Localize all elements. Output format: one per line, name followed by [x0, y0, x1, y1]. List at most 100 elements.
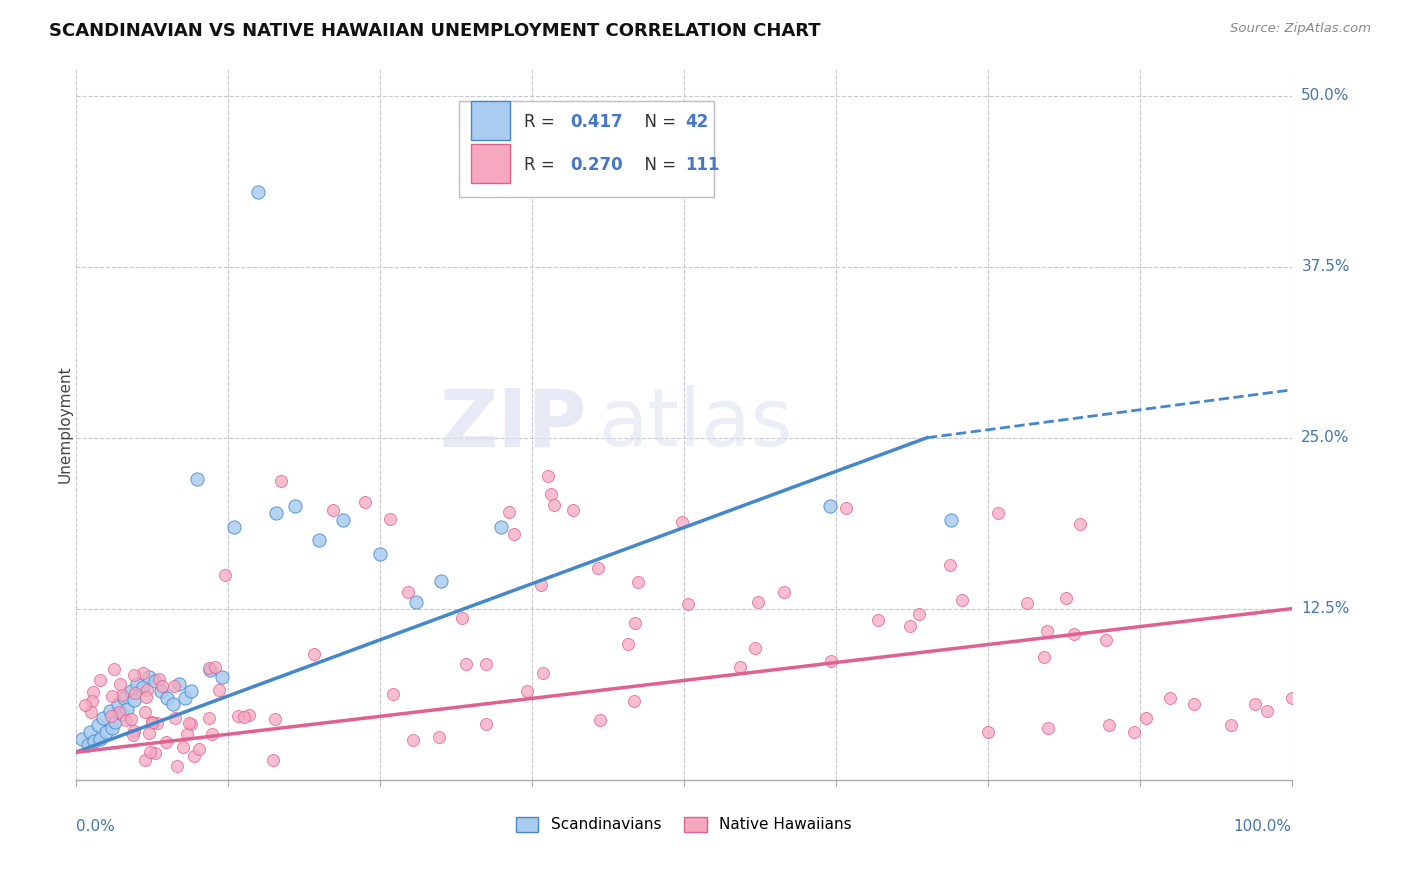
Text: 0.270: 0.270 — [571, 155, 623, 174]
Text: N =: N = — [634, 155, 682, 174]
Point — [1159, 690, 1181, 705]
Point — [162, 698, 184, 712]
Point — [114, 713, 136, 727]
Text: SCANDINAVIAN VS NATIVE HAWAIIAN UNEMPLOYMENT CORRELATION CHART: SCANDINAVIAN VS NATIVE HAWAIIAN UNEMPLOY… — [49, 22, 821, 40]
Point — [198, 710, 221, 724]
Point — [141, 716, 163, 731]
Point — [1219, 718, 1241, 732]
Point — [401, 732, 423, 747]
Point — [543, 498, 565, 512]
Point — [835, 501, 858, 516]
Text: R =: R = — [524, 155, 561, 174]
Point — [108, 706, 131, 720]
Point — [201, 727, 224, 741]
Point — [284, 499, 307, 513]
Text: 0.417: 0.417 — [571, 113, 623, 131]
Point — [80, 694, 103, 708]
Point — [1094, 633, 1116, 648]
Point — [380, 512, 402, 526]
Point — [120, 712, 142, 726]
Point — [747, 594, 769, 608]
Point — [100, 709, 122, 723]
Text: Source: ZipAtlas.com: Source: ZipAtlas.com — [1230, 22, 1371, 36]
Point — [165, 711, 187, 725]
Point — [898, 619, 921, 633]
Point — [107, 698, 129, 712]
Point — [1054, 591, 1077, 606]
Point — [91, 711, 114, 725]
Point — [122, 693, 145, 707]
Point — [75, 698, 97, 713]
Legend: Scandinavians, Native Hawaiians: Scandinavians, Native Hawaiians — [516, 817, 852, 832]
Point — [174, 690, 197, 705]
Point — [204, 660, 226, 674]
Point — [131, 680, 153, 694]
Point — [1015, 596, 1038, 610]
Point — [868, 613, 890, 627]
Point — [112, 690, 135, 705]
Point — [141, 715, 163, 730]
Point — [617, 636, 640, 650]
Point — [163, 679, 186, 693]
Y-axis label: Unemployment: Unemployment — [58, 365, 72, 483]
Text: 100.0%: 100.0% — [1233, 819, 1292, 834]
Point — [115, 701, 138, 715]
Point — [150, 680, 173, 694]
Point — [818, 499, 841, 513]
Point — [172, 740, 194, 755]
Point — [322, 503, 344, 517]
Point — [537, 469, 560, 483]
Point — [976, 724, 998, 739]
Text: 12.5%: 12.5% — [1302, 601, 1350, 616]
Point — [110, 677, 132, 691]
Point — [149, 683, 172, 698]
Point — [136, 682, 159, 697]
Point — [198, 663, 221, 677]
Point — [429, 574, 451, 589]
Point — [302, 648, 325, 662]
Point — [101, 721, 124, 735]
Point — [125, 677, 148, 691]
Point — [77, 739, 100, 753]
Point — [122, 728, 145, 742]
Point — [167, 677, 190, 691]
Text: R =: R = — [524, 113, 561, 131]
Point — [671, 515, 693, 529]
Point — [623, 616, 645, 631]
Point — [222, 519, 245, 533]
Point — [454, 657, 477, 671]
Point — [183, 749, 205, 764]
Point — [427, 730, 450, 744]
Point — [540, 487, 562, 501]
Point — [111, 706, 134, 721]
Text: 50.0%: 50.0% — [1302, 88, 1350, 103]
Point — [451, 611, 474, 625]
Text: 111: 111 — [685, 155, 720, 174]
Point — [146, 715, 169, 730]
Text: ZIP: ZIP — [439, 385, 586, 463]
Point — [939, 558, 962, 573]
Point — [100, 689, 122, 703]
Point — [405, 595, 427, 609]
Point — [233, 710, 256, 724]
Point — [491, 519, 513, 533]
Point — [134, 706, 156, 720]
Point — [124, 686, 146, 700]
Point — [122, 668, 145, 682]
Point — [987, 506, 1010, 520]
Text: N =: N = — [634, 113, 682, 131]
Point — [198, 661, 221, 675]
Point — [941, 513, 963, 527]
Point — [475, 717, 498, 731]
Point — [82, 685, 104, 699]
Point — [138, 725, 160, 739]
Point — [950, 593, 973, 607]
Text: 25.0%: 25.0% — [1302, 430, 1350, 445]
Point — [89, 673, 111, 687]
Point — [1135, 711, 1157, 725]
Text: 42: 42 — [685, 113, 709, 131]
Point — [80, 705, 103, 719]
Point — [266, 506, 288, 520]
Point — [103, 662, 125, 676]
Point — [70, 731, 93, 746]
